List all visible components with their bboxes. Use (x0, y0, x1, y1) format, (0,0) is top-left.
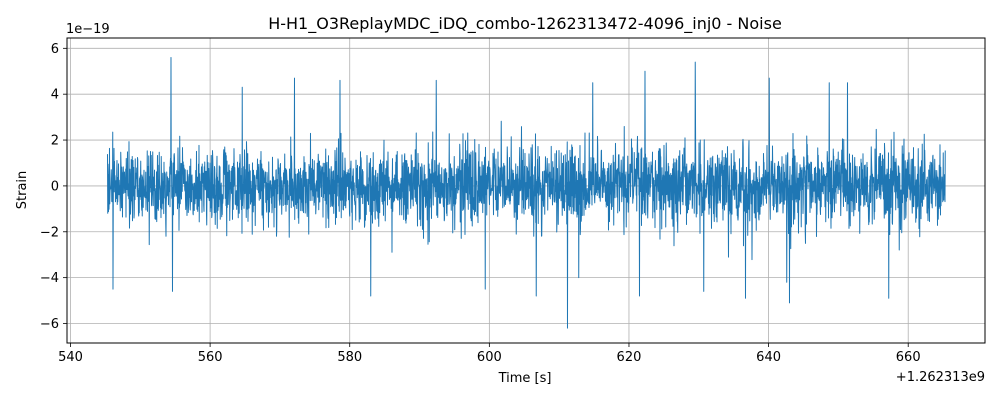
y-tick-label: 2 (51, 134, 59, 149)
series-group (106, 56, 946, 329)
y-tick-label: −2 (40, 225, 59, 240)
strain-series-line (106, 56, 946, 329)
x-tick-label: 540 (58, 350, 83, 365)
x-tick-label: 580 (337, 350, 362, 365)
axis-ticks: 540 560 580 600 620 640 660 −6 −4 −2 0 2 4 6 (40, 42, 921, 365)
x-tick-label: 640 (756, 350, 781, 365)
x-offset-label: +1.262313e9 (896, 370, 985, 385)
y-axis-label: Strain (15, 171, 30, 210)
x-tick-label: 620 (617, 350, 642, 365)
x-tick-label: 560 (198, 350, 223, 365)
y-tick-label: 0 (51, 179, 59, 194)
x-tick-label: 600 (477, 350, 502, 365)
y-scale-label: 1e−19 (66, 22, 110, 37)
x-axis-label: Time [s] (498, 371, 552, 386)
y-tick-label: −6 (40, 317, 59, 332)
y-tick-label: 6 (51, 42, 59, 57)
plot-frame (66, 37, 986, 344)
chart-title: H-H1_O3ReplayMDC_iDQ_combo-1262313472-40… (268, 14, 782, 34)
y-tick-label: 4 (51, 88, 59, 103)
y-tick-label: −4 (40, 271, 59, 286)
x-tick-label: 660 (896, 350, 921, 365)
